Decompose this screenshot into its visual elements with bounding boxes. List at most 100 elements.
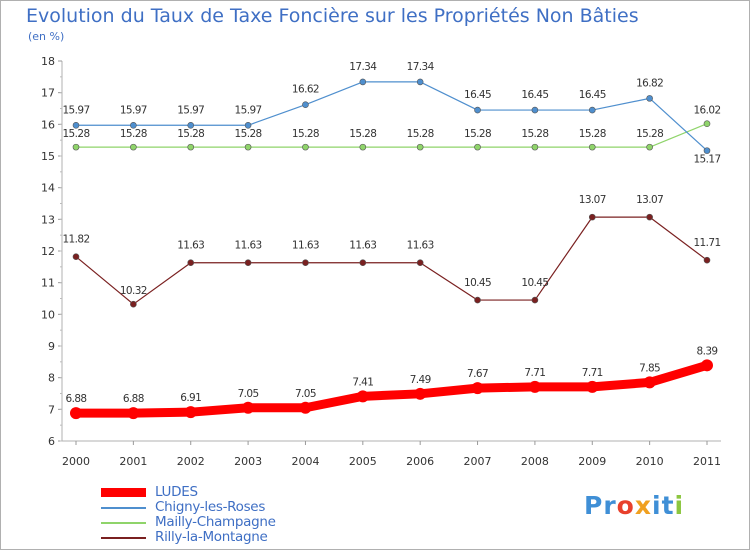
data-point-2 — [531, 143, 539, 151]
x-tick-label: 2006 — [406, 455, 434, 468]
data-label-1: 15.97 — [62, 104, 89, 116]
data-label-3: 11.63 — [235, 240, 262, 252]
data-label-1: 15.17 — [693, 154, 720, 166]
data-label-0: 7.05 — [295, 388, 316, 400]
data-point-3 — [703, 256, 711, 264]
data-point-3 — [474, 296, 481, 304]
data-point-1 — [646, 95, 653, 102]
y-tick-label: 7 — [48, 403, 55, 416]
data-label-0: 7.67 — [467, 368, 488, 380]
data-label-0: 7.05 — [238, 388, 259, 400]
data-label-0: 7.71 — [582, 367, 603, 379]
x-tick-label: 2003 — [234, 455, 262, 468]
data-point-0 — [643, 376, 656, 389]
unit-label: (en %) — [28, 30, 65, 43]
data-point-1 — [416, 78, 424, 86]
data-point-3 — [646, 213, 653, 221]
data-label-3: 10.45 — [464, 277, 491, 289]
data-point-0 — [242, 401, 255, 414]
data-point-1 — [302, 101, 309, 108]
data-label-2: 15.28 — [62, 128, 89, 140]
data-point-3 — [359, 259, 367, 267]
legend-swatch-mailly — [101, 522, 146, 524]
data-label-0: 7.71 — [524, 367, 545, 379]
data-point-3 — [302, 259, 309, 267]
data-label-0: 6.91 — [180, 392, 201, 404]
x-tick-label: 2010 — [636, 455, 664, 468]
data-label-2: 15.28 — [349, 128, 376, 140]
data-label-0: 7.49 — [410, 374, 431, 386]
data-label-2: 15.28 — [521, 128, 548, 140]
proxiti-logo: Proxiti — [584, 491, 685, 520]
data-label-1: 15.97 — [120, 104, 147, 116]
y-tick-label: 6 — [48, 435, 55, 448]
y-tick-label: 8 — [48, 372, 55, 385]
data-point-0 — [471, 382, 484, 395]
x-tick-label: 2007 — [464, 455, 492, 468]
y-tick-label: 11 — [41, 277, 55, 290]
data-label-1: 17.34 — [349, 61, 377, 73]
data-label-1: 17.34 — [407, 61, 435, 73]
data-point-2 — [474, 143, 481, 151]
data-label-0: 8.39 — [697, 345, 718, 357]
data-point-0 — [127, 407, 140, 420]
data-label-0: 7.41 — [352, 376, 373, 388]
data-label-3: 11.63 — [407, 240, 434, 252]
y-tick-label: 13 — [41, 213, 55, 226]
y-tick-label: 18 — [41, 55, 55, 68]
data-point-0 — [299, 401, 312, 414]
data-label-1: 16.62 — [292, 84, 319, 96]
data-point-2 — [359, 143, 367, 151]
data-point-2 — [72, 143, 80, 151]
data-label-0: 7.85 — [639, 362, 660, 374]
data-point-1 — [474, 106, 481, 114]
data-label-2: 15.28 — [464, 128, 491, 140]
data-label-1: 16.82 — [636, 77, 663, 89]
data-label-3: 10.45 — [521, 277, 548, 289]
data-label-1: 16.45 — [464, 89, 491, 101]
series-line-3 — [75, 216, 708, 305]
legend-swatch-chigny — [101, 507, 146, 509]
data-point-3 — [416, 259, 424, 267]
data-label-2: 15.28 — [120, 128, 147, 140]
data-label-2: 15.28 — [636, 128, 663, 140]
data-point-0 — [701, 359, 713, 372]
data-point-3 — [531, 296, 539, 304]
data-label-0: 6.88 — [123, 393, 144, 405]
series-line-2 — [75, 123, 708, 148]
data-point-0 — [356, 390, 369, 403]
data-point-1 — [588, 106, 596, 114]
y-tick-label: 17 — [41, 87, 55, 100]
data-point-2 — [646, 143, 653, 151]
x-tick-label: 2002 — [177, 455, 205, 468]
data-label-1: 16.45 — [521, 89, 548, 101]
data-label-3: 11.71 — [693, 237, 720, 249]
data-point-2 — [416, 143, 424, 151]
x-tick-label: 2011 — [693, 455, 721, 468]
series-line-1 — [75, 81, 708, 152]
data-label-1: 16.45 — [579, 89, 606, 101]
data-point-2 — [703, 120, 711, 127]
data-label-1: 15.97 — [177, 104, 204, 116]
data-point-1 — [244, 121, 252, 129]
x-tick-label: 2001 — [119, 455, 147, 468]
data-point-1 — [531, 106, 539, 114]
legend-label-rilly: Rilly-la-Montagne — [155, 529, 268, 545]
data-point-3 — [588, 213, 596, 221]
legend-label-ludes: LUDES — [155, 484, 198, 500]
data-point-2 — [588, 143, 596, 151]
x-tick-label: 2008 — [521, 455, 549, 468]
data-label-3: 11.63 — [349, 240, 376, 252]
legend-label-mailly: Mailly-Champagne — [155, 514, 276, 530]
data-point-0 — [184, 406, 197, 419]
data-label-2: 16.02 — [693, 105, 720, 117]
data-point-1 — [187, 121, 195, 129]
x-tick-label: 2005 — [349, 455, 377, 468]
x-tick-label: 2004 — [291, 455, 319, 468]
data-point-2 — [302, 143, 309, 151]
data-label-0: 6.88 — [66, 393, 87, 405]
data-label-3: 11.63 — [292, 240, 319, 252]
data-point-2 — [187, 143, 195, 151]
chart-title: Evolution du Taux de Taxe Foncière sur l… — [26, 5, 639, 27]
